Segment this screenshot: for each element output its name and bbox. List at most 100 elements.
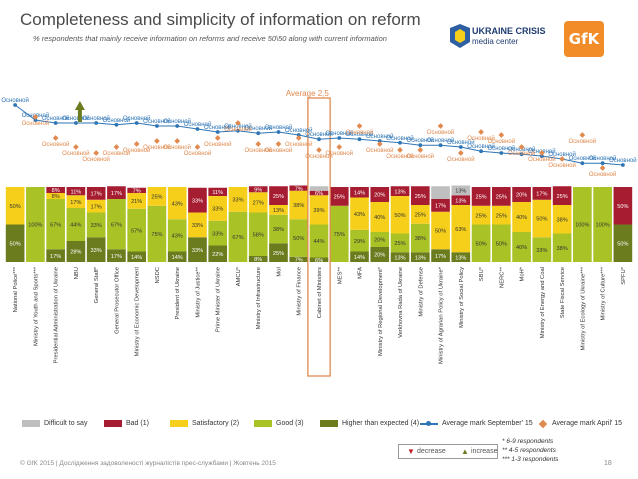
category-label: Ministry of Regional Development* [378,266,384,356]
avg-sept-point [33,118,38,122]
avg-sept-point [276,130,281,134]
avg-sept-point-label: Основной [265,124,293,131]
avg-sept-point-label: Основной [589,155,617,162]
avg-sept-point-label: Основной [143,118,171,125]
bar-segment [370,202,390,232]
avg-april-point [194,144,201,150]
bar-segment [289,185,309,191]
avg-april-point-label: Основной [508,150,536,157]
avg-sept-point [175,124,180,128]
bar-segment [329,205,349,262]
bar-value-label: 50% [10,241,21,247]
category-label: MES** [337,266,343,284]
avg-sept-point [479,149,483,154]
avg-april-point [174,138,181,144]
avg-april-point [93,150,99,156]
avg-april-point [154,138,160,144]
avg-april-point-label: Основной [589,171,617,178]
bar-value-label: 25% [496,195,507,201]
bar-segment [46,199,65,250]
bar-segment [66,208,86,241]
avg-sept-point [580,161,585,166]
bar-segment [390,196,410,234]
bar-segment [512,202,531,232]
category-label: Ministry of Defense [418,267,424,317]
logo-name: UKRAINE CRISIS [472,26,546,36]
avg-april-point-label: Основной [265,147,293,154]
legend-label: Satisfactory (2) [192,420,240,427]
avg-april-point-label: Основной [285,141,313,148]
avg-sept-point [256,131,261,136]
avg-april-point-label: Основной [224,126,252,133]
bar-value-label: 25% [415,213,426,219]
bar-segment [390,186,410,196]
ukraine-crisis-logo-icon [450,24,470,48]
bar-value-label: 21% [131,199,142,205]
bar-segment [431,199,450,212]
bar-segment [66,195,86,208]
avg-april-point [336,144,343,150]
avg-april-point [255,141,262,147]
bar-segment [370,247,390,262]
legend-item-avg-sept: Average mark September' 15 [420,420,533,427]
bar-value-label: 25% [475,213,486,219]
avg-sept-point [600,161,605,166]
avg-april-point [133,141,140,147]
bar-segment [66,187,86,196]
legend-item-satisfactory: Satisfactory (2) [170,420,239,427]
decrease-label: decrease [417,448,446,455]
bar-value-label: 14% [172,255,183,261]
legend-swatch [22,420,40,427]
avg-april-point [397,147,403,153]
direction-legend: ▼ decrease ▲ increase [398,444,498,459]
category-label: National Police*** [13,266,19,312]
bar-segment [107,249,126,262]
avg-sept-point [398,140,402,145]
avg-sept-point-label: Основной [82,115,110,122]
avg-april-point [457,150,464,156]
bar-segment [350,251,369,262]
avg-april-point-label: Основной [467,135,495,142]
bar-segment [350,197,369,230]
bar-value-label: 63% [455,227,466,233]
bar-segment [471,187,491,206]
note-line: ** 4-5 respondents [502,447,556,454]
avg-april-point [214,135,221,141]
bar-value-label: 13% [455,189,466,195]
bar-value-label: 33% [91,248,102,254]
avg-april-point-label: Основной [427,129,455,136]
category-label: SPFU* [621,266,627,284]
category-label: Verkhovna Rada of Ukraine [398,267,404,338]
legend-label: Difficult to say [44,420,88,427]
bar-value-label: 14% [354,255,365,261]
bar-value-label: 20% [374,238,385,244]
bar-segment [208,220,228,246]
bar-segment [532,187,552,200]
bar-value-label: 40% [516,245,527,251]
note-line: *** 1-3 respondents [502,456,559,463]
bar-value-label: 50% [475,241,486,247]
bar-value-label: 38% [273,227,284,233]
category-label: Ministry of Youth and Sports*** [33,266,39,346]
category-label: NSDC [155,267,161,283]
bar-segment [5,224,25,262]
avg-sept-point [155,124,159,128]
avg-sept-point [519,152,524,157]
bar-value-label: 38% [556,246,567,252]
avg-sept-point-label: Основной [224,123,252,130]
bar-segment [309,186,329,191]
respondent-notes: * 6-9 respondents ** 4-5 respondents ***… [502,437,558,464]
bar-value-label: 50% [394,213,405,219]
avg-april-point [437,123,444,129]
bar-value-label: 75% [151,232,162,238]
avg-april-point-label: Основной [82,156,110,163]
avg-april-point [316,147,322,153]
bar-value-label: 7% [295,258,303,264]
bar-segment [269,214,288,244]
avg-sept-point-label: Основной [42,115,70,122]
bar-value-label: 17% [91,192,102,198]
avg-april-point [52,135,59,141]
bar-segment [410,186,430,205]
avg-sept-point-label: Основной [62,115,90,122]
bar-segment [390,252,410,262]
